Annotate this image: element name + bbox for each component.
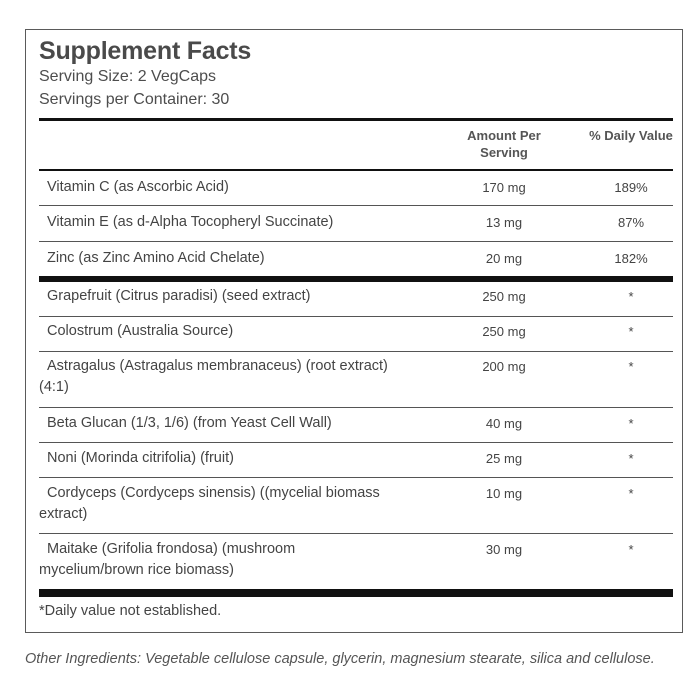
row-divider xyxy=(39,477,673,478)
ingredient-amount: 40 mg xyxy=(485,416,523,431)
nutrient-daily-value: 182% xyxy=(614,251,648,266)
nutrient-daily-value: 189% xyxy=(614,180,648,195)
row-divider xyxy=(39,205,673,206)
row-divider xyxy=(39,407,673,408)
nutrient-name: Zinc (as Zinc Amino Acid Chelate) xyxy=(47,250,265,266)
nutrient-daily-value: 87% xyxy=(617,215,645,230)
ingredient-amount: 10 mg xyxy=(485,486,523,501)
ingredient-amount: 25 mg xyxy=(485,451,523,466)
ingredient-daily-value: * xyxy=(628,359,634,374)
ingredient-daily-value: * xyxy=(628,451,634,466)
row-divider xyxy=(39,241,673,242)
ingredient-amount: 30 mg xyxy=(485,542,523,557)
ingredient-amount: 200 mg xyxy=(482,359,526,374)
servings-per-container: Servings per Container: 30 xyxy=(39,91,230,108)
other-ingredients-text: Other Ingredients: Vegetable cellulose c… xyxy=(25,651,655,667)
nutrient-amount: 170 mg xyxy=(482,180,526,195)
ingredient-name: Maitake (Grifolia frondosa) (mushroom my… xyxy=(39,541,296,578)
ingredient-name: Noni (Morinda citrifolia) (fruit) xyxy=(47,450,234,466)
nutrient-name: Vitamin C (as Ascorbic Acid) xyxy=(47,179,229,195)
supplement-facts-panel: Supplement Facts Serving Size: 2 VegCaps… xyxy=(25,29,683,633)
ingredient-name: Grapefruit (Citrus paradisi) (seed extra… xyxy=(47,288,311,304)
ingredient-name: Astragalus (Astragalus membranaceus) (ro… xyxy=(39,358,388,395)
column-header-amount: Amount Per Serving xyxy=(467,128,541,160)
ingredient-daily-value: * xyxy=(628,324,634,339)
ingredient-name: Cordyceps (Cordyceps sinensis) ((mycelia… xyxy=(39,485,380,522)
top-thick-rule xyxy=(39,118,673,121)
nutrient-amount: 13 mg xyxy=(485,215,523,230)
ingredient-daily-value: * xyxy=(628,486,634,501)
column-header-daily-value: % Daily Value xyxy=(589,128,673,143)
ingredient-daily-value: * xyxy=(628,289,634,304)
label-title: Supplement Facts xyxy=(39,37,252,65)
nutrient-name: Vitamin E (as d-Alpha Tocopheryl Succina… xyxy=(47,214,334,230)
section-thick-rule xyxy=(39,276,673,282)
serving-size: Serving Size: 2 VegCaps xyxy=(39,68,216,85)
header-rule xyxy=(39,169,673,171)
nutrient-amount: 20 mg xyxy=(485,251,523,266)
row-divider xyxy=(39,533,673,534)
ingredient-daily-value: * xyxy=(628,542,634,557)
bottom-thick-rule xyxy=(39,589,673,597)
ingredient-amount: 250 mg xyxy=(482,324,526,339)
ingredient-name: Colostrum (Australia Source) xyxy=(47,323,234,339)
ingredient-amount: 250 mg xyxy=(482,289,526,304)
row-divider xyxy=(39,442,673,443)
row-divider xyxy=(39,316,673,317)
ingredient-name: Beta Glucan (1/3, 1/6) (from Yeast Cell … xyxy=(47,415,332,431)
row-divider xyxy=(39,351,673,352)
daily-value-footnote: *Daily value not established. xyxy=(39,603,222,619)
ingredient-daily-value: * xyxy=(628,416,634,431)
